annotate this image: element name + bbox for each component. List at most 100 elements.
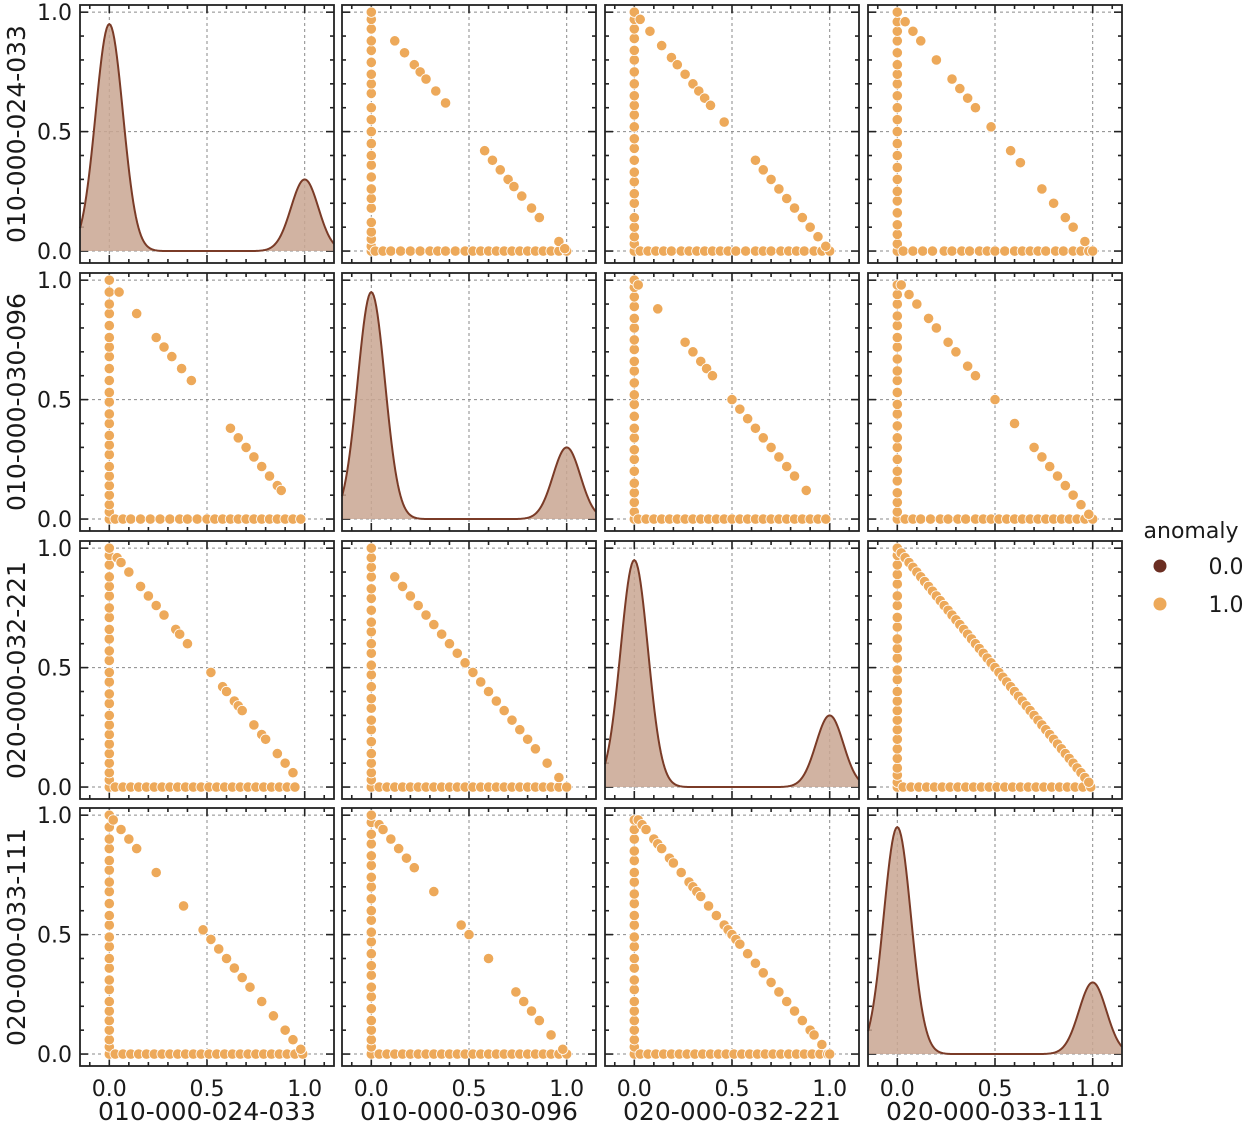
data-point	[962, 92, 974, 104]
data-point	[103, 952, 115, 965]
data-point	[502, 173, 514, 185]
data-point	[455, 919, 467, 931]
data-point	[103, 460, 115, 473]
legend: anomaly 0.0 1.0	[1144, 519, 1244, 618]
panel-r3-c3: 0.0 0.5 1.0	[867, 807, 1123, 1102]
x-tick-label: 0.5	[190, 1077, 225, 1102]
data-point	[628, 983, 640, 996]
data-point	[428, 886, 440, 898]
data-point	[365, 736, 377, 748]
data-point	[103, 719, 115, 731]
data-point	[134, 580, 147, 592]
data-point	[525, 1005, 538, 1017]
data-point	[103, 429, 115, 442]
data-point	[891, 228, 903, 240]
data-point	[702, 900, 715, 912]
data-point	[891, 642, 903, 655]
data-point	[632, 279, 644, 291]
kde-area	[605, 560, 859, 788]
data-point	[891, 752, 903, 764]
data-point	[389, 571, 401, 583]
data-point	[628, 962, 640, 974]
data-point	[365, 44, 377, 56]
y-axis-label: 020-000-033-111	[2, 828, 31, 1046]
data-point	[395, 245, 407, 257]
data-point	[891, 453, 903, 465]
data-point	[287, 767, 299, 779]
data-point	[628, 90, 640, 102]
data-point	[1057, 245, 1069, 257]
data-point	[228, 962, 240, 974]
data-point	[891, 90, 903, 102]
data-point	[506, 714, 518, 726]
data-point	[365, 561, 377, 573]
data-point	[628, 32, 640, 45]
data-point	[553, 771, 565, 784]
panel-r3-c1: 0.0 0.5 1.0	[341, 807, 597, 1102]
data-point	[891, 114, 903, 126]
data-point	[150, 331, 162, 344]
data-point	[443, 638, 456, 650]
x-tick-label: 1.0	[287, 1077, 322, 1102]
data-point	[907, 245, 919, 257]
data-point	[365, 881, 377, 893]
x-axis-label: 020-000-032-221	[623, 1097, 841, 1126]
data-point	[267, 1010, 280, 1022]
data-point	[103, 962, 115, 974]
data-point	[891, 102, 903, 114]
panel-frame	[79, 540, 335, 800]
data-point	[895, 279, 907, 291]
data-point	[103, 974, 115, 986]
data-point	[628, 142, 640, 154]
data-point	[665, 51, 678, 64]
data-point	[628, 78, 640, 90]
data-point	[365, 714, 377, 726]
data-point	[158, 341, 170, 353]
data-point	[365, 693, 377, 705]
data-point	[365, 571, 377, 583]
data-point	[891, 35, 903, 47]
kde-area	[342, 292, 596, 520]
data-point	[891, 441, 903, 453]
data-point	[181, 513, 194, 525]
data-point	[796, 212, 808, 224]
data-point	[103, 983, 115, 996]
data-point	[522, 733, 534, 745]
data-point	[365, 724, 377, 736]
data-point	[628, 99, 640, 111]
data-point	[103, 709, 115, 721]
data-point	[891, 161, 903, 174]
data-point	[726, 394, 738, 406]
data-point	[103, 470, 115, 482]
data-point	[365, 838, 377, 850]
data-point	[154, 513, 166, 525]
data-point	[891, 319, 903, 332]
data-point	[486, 154, 499, 166]
y-tick-label: 0.5	[37, 121, 72, 146]
data-point	[891, 398, 903, 410]
data-point	[176, 362, 188, 375]
data-point	[640, 823, 652, 836]
data-point	[1051, 470, 1064, 482]
data-point	[365, 905, 377, 917]
data-point	[891, 724, 903, 736]
data-point	[960, 513, 972, 525]
kde-line	[341, 290, 597, 521]
x-axis-label: 010-000-024-033	[98, 1097, 316, 1126]
data-point	[704, 99, 717, 111]
data-point	[891, 310, 903, 322]
y-tick-label: 0.5	[37, 389, 72, 414]
data-point	[103, 854, 115, 867]
data-point	[628, 300, 640, 313]
data-point	[634, 13, 646, 25]
data-point	[420, 73, 432, 85]
data-point	[891, 408, 903, 420]
panel-frame	[341, 540, 597, 800]
data-point	[891, 621, 903, 633]
data-point	[510, 986, 522, 998]
data-point	[365, 126, 377, 138]
data-point	[1005, 145, 1017, 157]
data-point	[365, 192, 377, 205]
panel-r0-c0: 0.0 0.5 1.0	[37, 1, 335, 265]
data-point	[824, 1048, 836, 1060]
